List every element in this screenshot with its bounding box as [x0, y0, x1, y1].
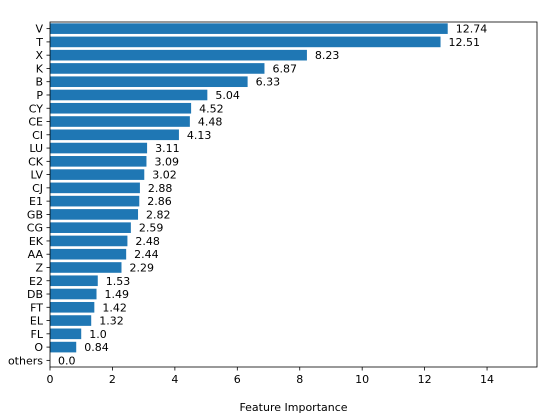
value-label-fl: 1.0 [89, 328, 107, 341]
value-label-ce: 4.48 [198, 116, 223, 129]
bar-cy [50, 102, 192, 114]
x-tick-label-8: 8 [296, 373, 303, 386]
y-tick-label-cg: CG [27, 222, 43, 235]
value-label-cy: 4.52 [199, 102, 224, 115]
bar-gb [50, 209, 139, 220]
value-label-ek: 2.48 [135, 235, 160, 248]
value-label-e1: 2.86 [147, 195, 172, 208]
bar-ft [50, 301, 95, 313]
value-label-ci: 4.13 [187, 129, 212, 142]
value-label-v: 12.74 [456, 23, 488, 36]
value-label-z: 2.29 [129, 261, 154, 274]
y-tick-label-t: T [35, 36, 43, 49]
x-tick-label-2: 2 [109, 373, 116, 386]
y-tick-label-z: Z [35, 261, 43, 274]
y-tick-label-others: others [8, 354, 43, 367]
value-label-o: 0.84 [84, 341, 109, 354]
y-tick-label-x: X [35, 49, 43, 62]
y-tick-label-p: P [36, 89, 43, 102]
x-tick-label-6: 6 [234, 373, 241, 386]
bar-db [50, 288, 97, 300]
value-label-ck: 3.09 [154, 155, 179, 168]
bar-v [50, 23, 448, 34]
bar-ci [50, 129, 179, 141]
y-tick-label-b: B [35, 76, 43, 89]
y-tick-label-lu: LU [29, 142, 43, 155]
bar-t [50, 36, 441, 48]
y-tick-label-fl: FL [31, 328, 44, 341]
value-label-db: 1.49 [105, 288, 130, 301]
y-tick-label-e2: E2 [29, 275, 43, 288]
y-tick-label-ek: EK [29, 235, 44, 248]
bar-cg [50, 222, 131, 233]
value-label-p: 5.04 [215, 89, 240, 102]
value-label-t: 12.51 [449, 36, 481, 49]
value-label-gb: 2.82 [146, 208, 171, 221]
bar-o [50, 341, 77, 353]
bar-ck [50, 156, 147, 167]
bar-fl [50, 328, 82, 340]
value-label-k: 6.87 [272, 62, 297, 75]
value-label-b: 6.33 [256, 76, 281, 89]
bar-ce [50, 116, 190, 127]
bar-aa [50, 248, 127, 260]
bar-e1 [50, 195, 140, 207]
y-tick-label-v: V [35, 23, 43, 36]
bar-ek [50, 235, 128, 247]
value-label-lu: 3.11 [155, 142, 180, 155]
y-tick-label-e1: E1 [29, 195, 43, 208]
bar-el [50, 315, 92, 326]
y-tick-label-lv: LV [31, 169, 44, 182]
y-tick-label-ci: CI [32, 129, 43, 142]
bar-x [50, 49, 307, 61]
x-tick-label-4: 4 [171, 373, 178, 386]
bar-e2 [50, 275, 98, 287]
value-label-cj: 2.88 [148, 182, 173, 195]
y-tick-label-cj: CJ [32, 182, 43, 195]
x-tick-label-0: 0 [47, 373, 54, 386]
bar-lv [50, 169, 145, 180]
value-label-aa: 2.44 [134, 248, 159, 261]
value-label-cg: 2.59 [139, 222, 164, 235]
bar-p [50, 89, 208, 101]
value-label-lv: 3.02 [152, 169, 177, 182]
value-label-others: 0.0 [58, 354, 76, 367]
y-tick-label-ck: CK [28, 155, 44, 168]
y-tick-label-gb: GB [27, 208, 43, 221]
bar-z [50, 262, 122, 273]
bar-cj [50, 182, 140, 194]
value-label-el: 1.32 [99, 315, 124, 328]
bar-lu [50, 142, 148, 154]
y-tick-label-aa: AA [28, 248, 44, 261]
y-tick-label-ce: CE [28, 116, 43, 129]
x-tick-label-14: 14 [480, 373, 494, 386]
value-label-ft: 1.42 [102, 301, 127, 314]
y-tick-label-el: EL [30, 315, 44, 328]
y-tick-label-ft: FT [30, 301, 43, 314]
x-tick-label-10: 10 [355, 373, 369, 386]
y-tick-label-o: O [34, 341, 43, 354]
x-tick-label-12: 12 [418, 373, 432, 386]
y-tick-label-db: DB [27, 288, 43, 301]
value-label-e2: 1.53 [106, 275, 131, 288]
bar-b [50, 76, 248, 88]
bar-k [50, 63, 265, 74]
y-tick-label-k: K [36, 62, 44, 75]
y-axis-ticks: VTXKBPCYCECILUCKLVCJE1GBCGEKAAZE2DBFTELF… [8, 23, 50, 367]
x-axis-title: Feature Importance [239, 401, 347, 414]
bars-group [50, 23, 448, 353]
x-axis-ticks: 0 2 4 6 8 10 12 14 [47, 367, 494, 386]
plot-frame [49, 21, 538, 368]
y-tick-label-cy: CY [29, 102, 43, 115]
value-label-x: 8.23 [315, 49, 340, 62]
